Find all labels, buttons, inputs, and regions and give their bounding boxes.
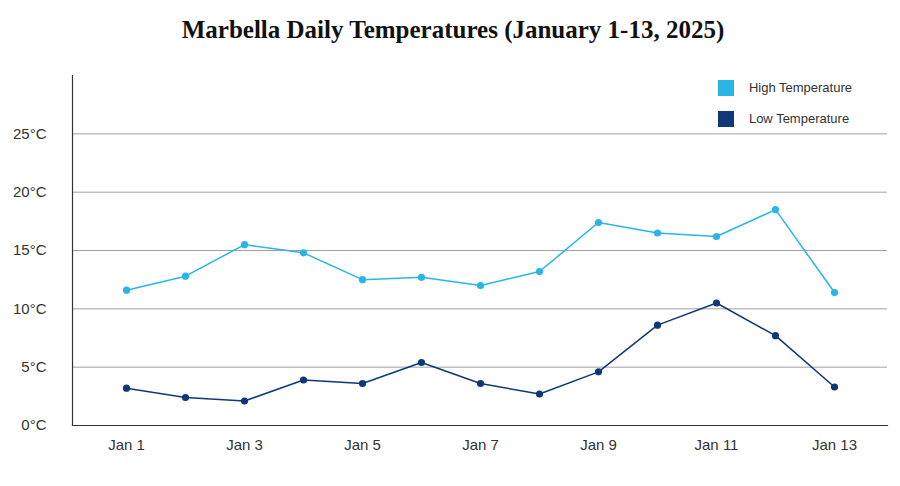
svg-text:25°C: 25°C — [13, 125, 47, 142]
svg-text:Jan 5: Jan 5 — [344, 436, 381, 453]
svg-text:5°C: 5°C — [21, 358, 46, 375]
svg-text:15°C: 15°C — [13, 241, 47, 258]
html-text:Low Temperature: Low Temperature — [748, 111, 850, 126]
svg-text:Jan 9: Jan 9 — [580, 436, 617, 453]
svg-text:Jan 11: Jan 11 — [695, 436, 739, 453]
svg-text:10°C: 10°C — [13, 300, 47, 317]
svg-text:Jan 1: Jan 1 — [108, 436, 145, 453]
svg-text:Jan 3: Jan 3 — [226, 436, 263, 453]
svg-text:Jan 13: Jan 13 — [812, 436, 857, 453]
svg-text:20°C: 20°C — [13, 183, 47, 200]
svg-text:0°C: 0°C — [21, 416, 46, 433]
html-text:Marbella Daily Temperatures (J: Marbella Daily Temperatures (January 1-1… — [181, 16, 725, 43]
svg-text:Jan 7: Jan 7 — [462, 436, 499, 453]
html-text:High Temperature: High Temperature — [748, 80, 852, 95]
